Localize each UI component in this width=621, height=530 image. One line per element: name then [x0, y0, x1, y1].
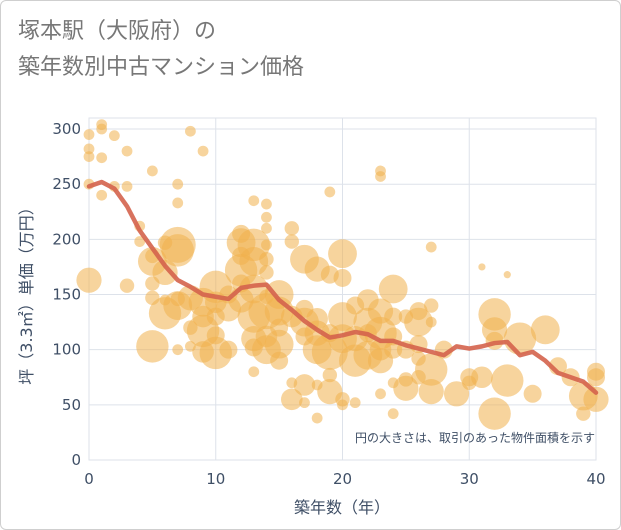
bubble-point: [219, 340, 238, 359]
bubble-point: [261, 198, 272, 210]
bubble-point: [261, 211, 272, 223]
bubble-point: [146, 165, 158, 177]
bubble-point: [299, 397, 310, 409]
bubble-point: [384, 307, 403, 326]
bubble-point: [259, 265, 274, 280]
y-tick-label: 0: [71, 451, 81, 469]
x-tick-label: 30: [460, 470, 479, 488]
trend-polyline: [86, 179, 599, 395]
bubble-size-note: 円の大きさは、取引のあった物件面積を示す: [355, 430, 595, 445]
bubble-point: [415, 353, 448, 386]
bubble-point: [270, 351, 289, 370]
bubble-point: [284, 221, 299, 236]
bubble-point: [161, 234, 194, 267]
bubble-point: [121, 145, 133, 157]
bubble-point: [478, 263, 486, 271]
bubble-point: [491, 364, 524, 397]
bubble-point: [387, 408, 399, 420]
bubble-point: [248, 195, 260, 207]
trend-line: [86, 179, 599, 395]
bubble-point: [349, 397, 361, 409]
y-axis-title: 坪（3.3㎡）単価（万円）: [17, 199, 36, 384]
bubble-point: [83, 151, 95, 163]
bubble-point: [108, 130, 120, 142]
bubble-point: [172, 178, 184, 190]
bubble-point: [583, 386, 609, 412]
bubble-point: [478, 397, 511, 430]
x-tick-label: 20: [333, 470, 352, 488]
bubble-point: [172, 197, 184, 209]
bubble-point: [96, 189, 108, 201]
bubble-point: [576, 406, 591, 421]
bubble-point: [264, 329, 294, 359]
y-tick-label: 250: [52, 175, 81, 193]
bubble-point: [134, 236, 146, 247]
y-tick-label: 150: [52, 286, 81, 304]
bubble-point: [261, 222, 272, 234]
bubble-point: [587, 368, 605, 387]
chart-title-line1: 塚本駅（大阪府）の: [18, 19, 217, 44]
bubble-point: [530, 315, 560, 345]
bubble-point: [328, 239, 357, 269]
bubble-point: [375, 388, 386, 400]
bubble-point: [284, 234, 299, 249]
x-tick-label: 0: [84, 470, 94, 488]
bubble-point: [121, 181, 133, 192]
x-axis-title: 築年数（年）: [294, 498, 390, 517]
x-tick-label: 40: [586, 470, 605, 488]
bubble-point: [378, 274, 408, 304]
bubble-point: [261, 239, 272, 251]
bubble-point: [172, 344, 184, 356]
bubble-point: [83, 143, 95, 155]
bubble-point: [197, 145, 209, 157]
bubble-point: [425, 316, 437, 328]
chart-title: 塚本駅（大阪府）の 築年数別中古マンション価格: [18, 14, 304, 86]
bubble-point: [248, 366, 260, 378]
bubble-point: [337, 399, 348, 411]
bubbles: [76, 119, 609, 430]
bubble-point: [333, 268, 352, 287]
x-axis-ticks: 0 10 20 30 40: [84, 470, 605, 488]
bubble-point: [503, 271, 511, 279]
bubble-point: [281, 388, 303, 411]
bubble-point: [311, 412, 323, 424]
y-tick-label: 50: [62, 396, 81, 414]
chart-title-line2: 築年数別中古マンション価格: [18, 55, 305, 80]
bubble-point: [443, 381, 470, 407]
bubble-point: [136, 330, 169, 363]
bubble-point: [324, 186, 336, 198]
bubble-point: [424, 298, 439, 313]
bubble-point: [322, 367, 338, 383]
bubble-point: [384, 340, 403, 359]
bubble-point: [185, 125, 196, 137]
bubble-point: [393, 375, 419, 401]
bubble-point: [404, 307, 433, 337]
bubble-point: [96, 123, 108, 135]
bubble-point: [83, 129, 95, 140]
y-tick-label: 100: [52, 341, 81, 359]
bubble-point: [523, 384, 542, 403]
bubble-point: [471, 366, 493, 389]
x-tick-label: 10: [206, 470, 225, 488]
bubble-point: [259, 252, 274, 267]
bubble-point: [375, 171, 386, 182]
y-tick-label: 200: [52, 230, 81, 248]
y-axis-ticks: 0 50 100 150 200 250 300: [52, 120, 81, 469]
bubble-point: [418, 379, 444, 405]
bubble-point: [96, 152, 108, 164]
bubble-point: [425, 241, 437, 253]
bubble-point: [119, 278, 135, 293]
bubble-point: [76, 267, 102, 293]
bubble-point: [293, 374, 316, 396]
bubble-point: [152, 259, 178, 286]
y-tick-label: 300: [52, 120, 81, 138]
